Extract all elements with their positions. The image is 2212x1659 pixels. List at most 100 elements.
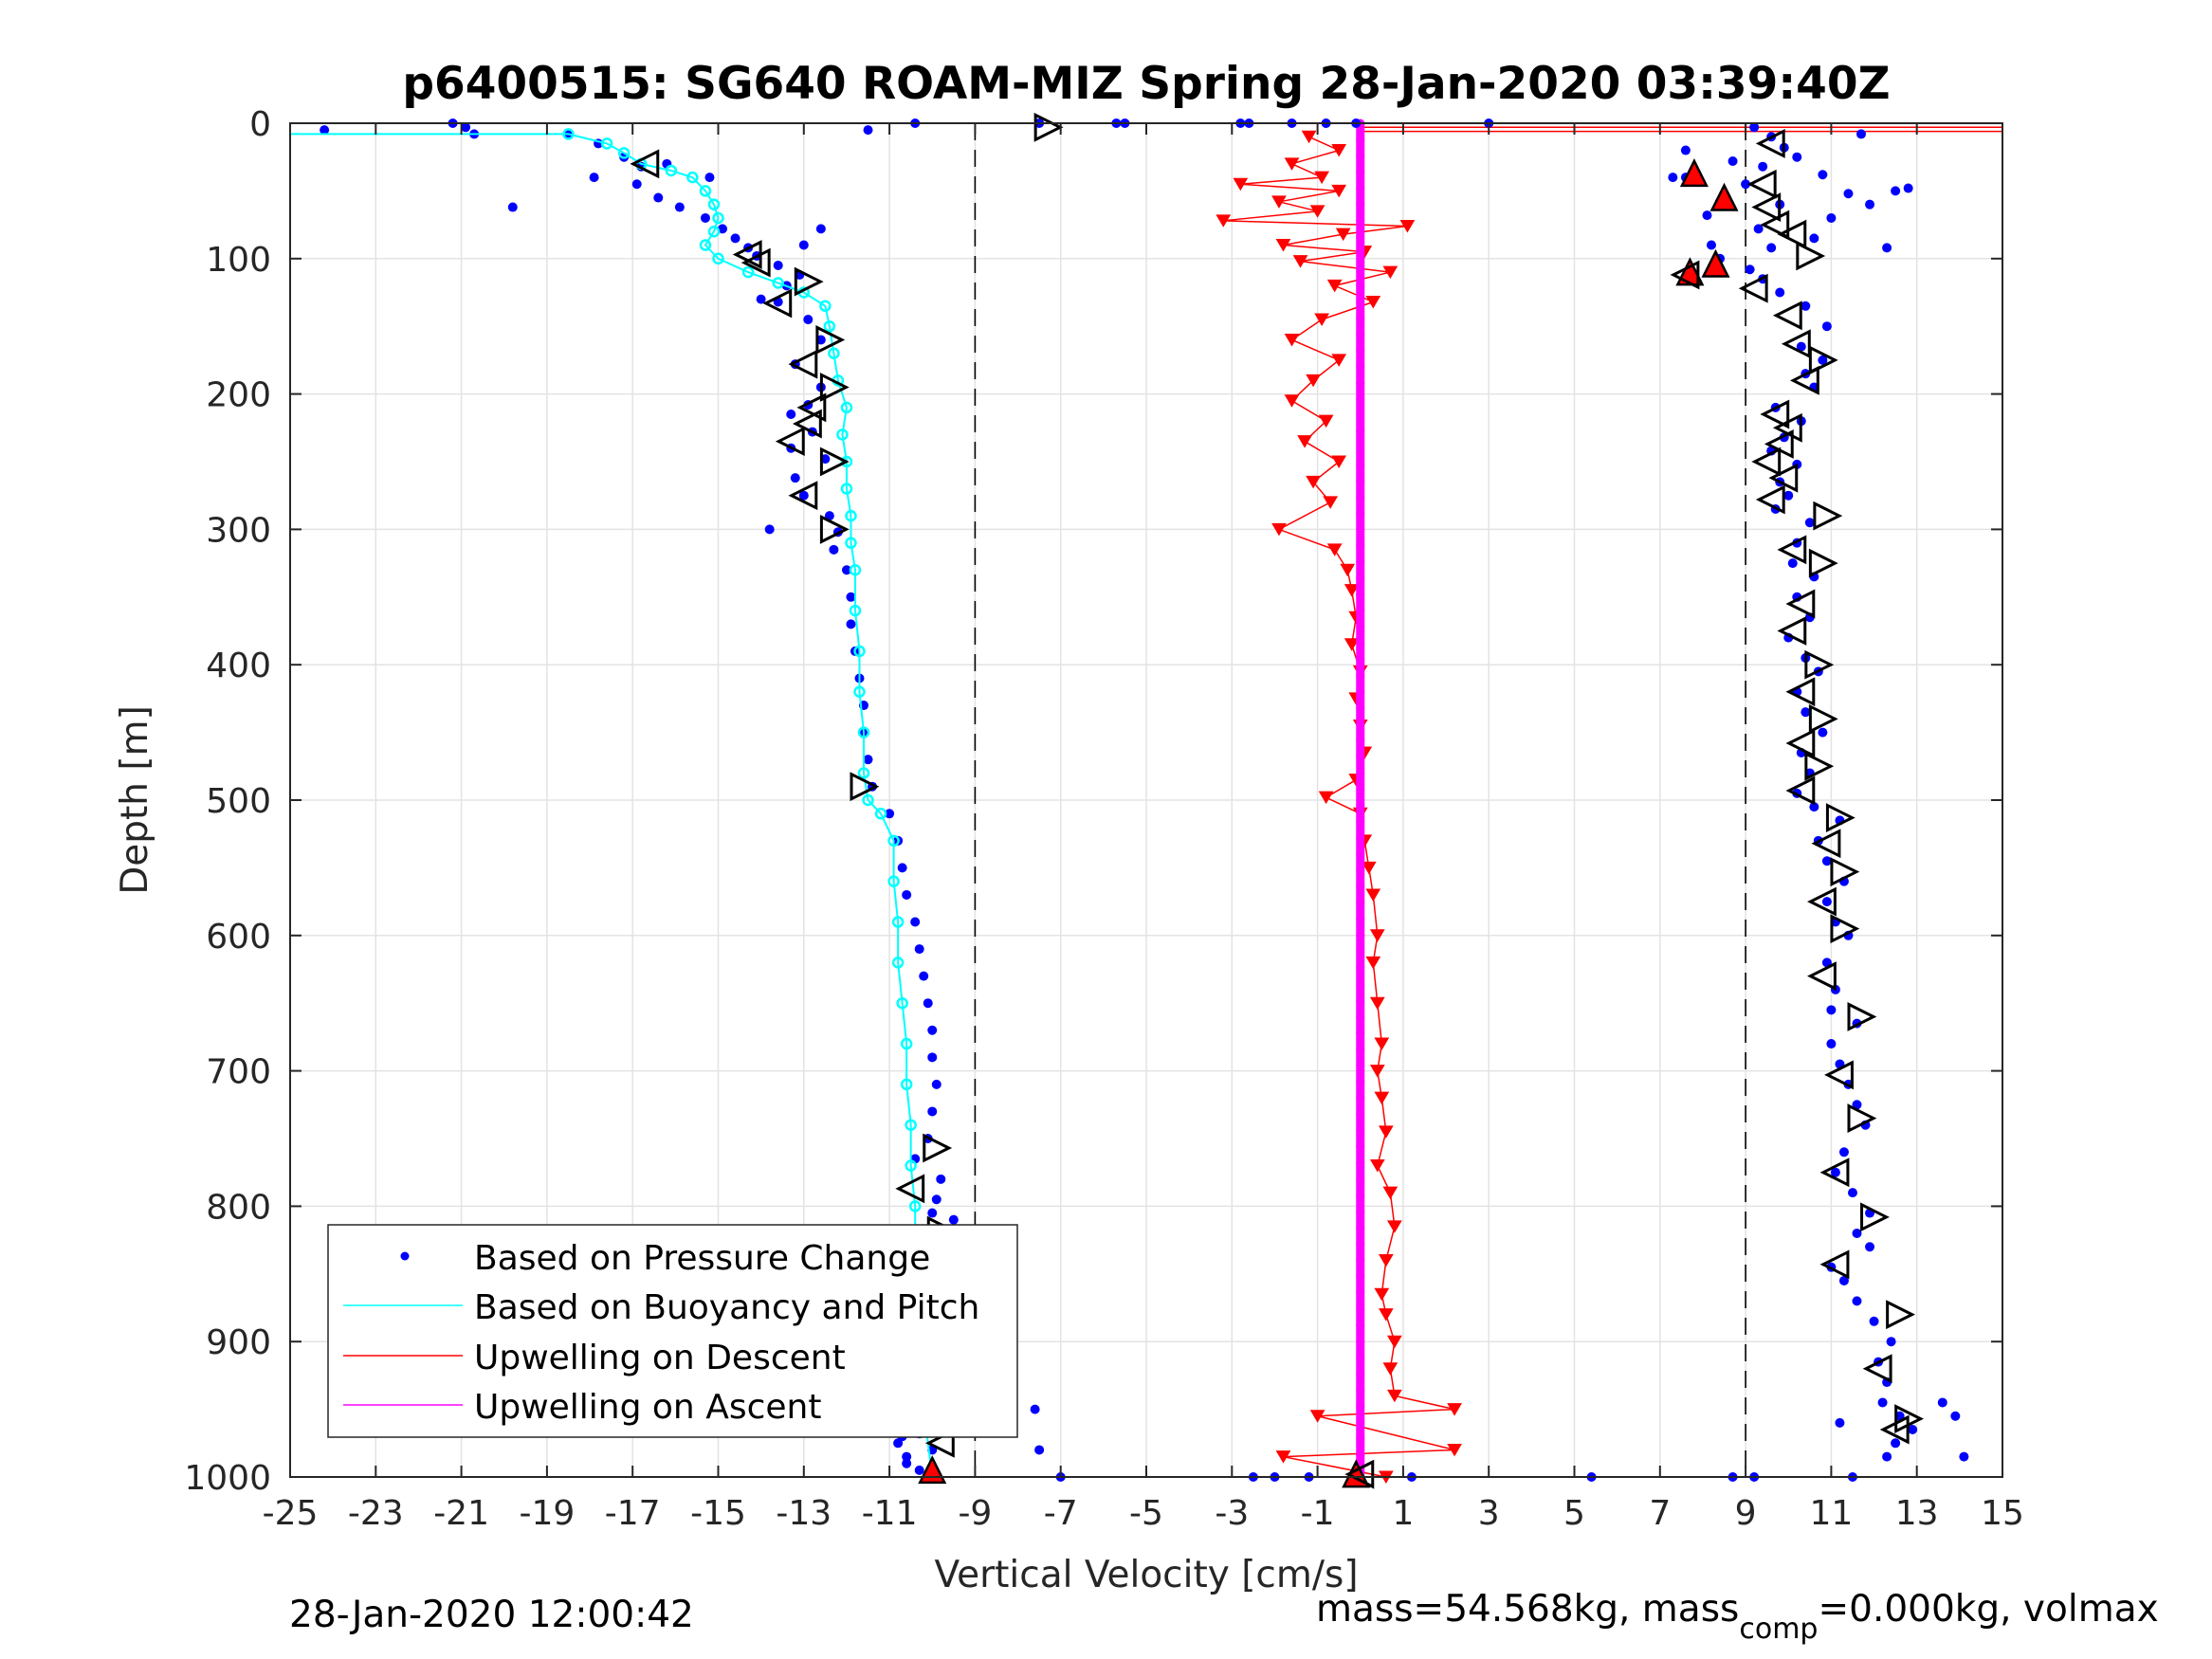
turn-marker-left: [1344, 1459, 1375, 1489]
turn-marker-right: [1825, 803, 1856, 832]
turn-marker-up: [1709, 182, 1739, 211]
pressure-point: [1706, 240, 1716, 250]
pressure-point: [927, 1208, 938, 1218]
pressure-point: [948, 1214, 959, 1225]
descent-point: [1399, 220, 1416, 233]
ascent-point: [1356, 428, 1365, 437]
turn-marker-right: [1847, 1002, 1877, 1031]
pressure-point: [803, 315, 814, 325]
pressure-point: [846, 619, 856, 629]
turn-marker-left: [788, 481, 818, 511]
pressure-point: [631, 179, 642, 190]
turn-marker-left: [1807, 961, 1837, 992]
buoyancy-point: [874, 808, 887, 820]
x-tick-label: 9: [1735, 1494, 1757, 1533]
turn-marker-left: [1768, 463, 1799, 493]
turn-marker-left: [762, 288, 793, 319]
turn-marker-left: [630, 149, 660, 179]
descent-point: [1382, 1186, 1398, 1200]
pressure-point: [790, 473, 800, 483]
turn-marker-left: [1807, 886, 1837, 917]
pressure-point: [1758, 161, 1768, 172]
buoyancy-point: [857, 767, 870, 779]
legend-pressure-swatch: [400, 1251, 410, 1261]
descent-point: [1361, 861, 1377, 875]
buoyancy-point: [908, 1200, 922, 1212]
ascent-point: [1356, 590, 1365, 599]
pressure-point: [1821, 957, 1832, 968]
pressure-point: [1869, 1316, 1879, 1326]
legend-box: [327, 1224, 1018, 1438]
descent-point: [1369, 929, 1385, 942]
pressure-point: [1728, 155, 1738, 166]
y-tick-label: 600: [206, 918, 271, 957]
buoyancy-point: [823, 319, 836, 333]
ascent-point: [1356, 785, 1365, 794]
pressure-point: [1865, 199, 1875, 210]
footer-mass-suffix: =0.000kg, volmax: [1818, 1588, 2158, 1631]
ascent-point: [1356, 508, 1365, 518]
buoyancy-point: [617, 147, 631, 159]
pressure-point: [1801, 707, 1811, 718]
turn-marker-right: [819, 373, 850, 402]
pressure-point: [931, 1079, 941, 1089]
pressure-point: [927, 1052, 938, 1063]
y-tick-label: 300: [206, 511, 271, 550]
descent-point: [1374, 1091, 1390, 1105]
descent-point: [1314, 313, 1329, 327]
turn-marker-left: [1777, 219, 1807, 249]
descent-point: [1318, 414, 1334, 428]
descent-point: [1378, 1125, 1394, 1139]
ascent-point: [1356, 849, 1365, 859]
ascent-point: [1356, 1125, 1365, 1135]
ascent-point: [1356, 606, 1365, 615]
turn-marker-left: [775, 427, 805, 457]
ascent-point: [1356, 622, 1365, 631]
descent-point: [1331, 354, 1347, 367]
pressure-point: [1882, 243, 1892, 253]
turn-marker-left: [1670, 260, 1700, 290]
pressure-point: [1826, 1039, 1837, 1049]
pressure-point: [893, 1438, 904, 1449]
descent-point: [1344, 584, 1360, 597]
turn-marker-right: [1804, 751, 1835, 781]
ascent-point: [1356, 833, 1365, 843]
pressure-point: [1821, 856, 1832, 866]
ascent-point: [1356, 979, 1365, 989]
buoyancy-point: [707, 225, 721, 238]
descent-point: [1318, 791, 1334, 805]
pressure-point: [1852, 1296, 1862, 1306]
turn-marker-left: [792, 409, 822, 439]
pressure-point: [1749, 122, 1760, 133]
ascent-point: [1356, 524, 1365, 534]
turn-marker-left: [1777, 616, 1807, 646]
ascent-point: [1356, 444, 1365, 453]
pressure-point: [700, 212, 710, 223]
ascent-point: [1356, 1012, 1365, 1021]
descent-point: [1378, 1254, 1394, 1267]
pressure-point: [461, 122, 471, 133]
y-tick-label: 700: [206, 1053, 271, 1092]
ascent-point: [1356, 1369, 1365, 1378]
buoyancy-point: [857, 726, 870, 738]
pressure-point: [1886, 1337, 1896, 1347]
descent-point: [1369, 1159, 1385, 1173]
x-tick-label: 5: [1563, 1494, 1585, 1533]
ascent-point: [1356, 1256, 1365, 1266]
x-tick-label: -5: [1129, 1494, 1163, 1533]
turn-marker-left: [1760, 399, 1790, 429]
turn-marker-left: [1777, 535, 1807, 565]
ascent-point: [1356, 1061, 1365, 1070]
ascent-point: [1356, 1158, 1365, 1168]
buoyancy-point: [905, 1119, 917, 1131]
y-tick-label: 800: [206, 1188, 271, 1227]
descent-point: [1292, 255, 1308, 268]
ascent-point: [1356, 1109, 1365, 1119]
turn-marker-right: [1830, 857, 1860, 887]
x-tick-label: -19: [519, 1494, 575, 1533]
turn-marker-left: [1862, 1354, 1892, 1384]
turn-marker-left: [1755, 128, 1785, 158]
descent-point: [1365, 888, 1381, 902]
turn-marker-right: [819, 447, 850, 477]
ascent-point: [1356, 1077, 1365, 1086]
